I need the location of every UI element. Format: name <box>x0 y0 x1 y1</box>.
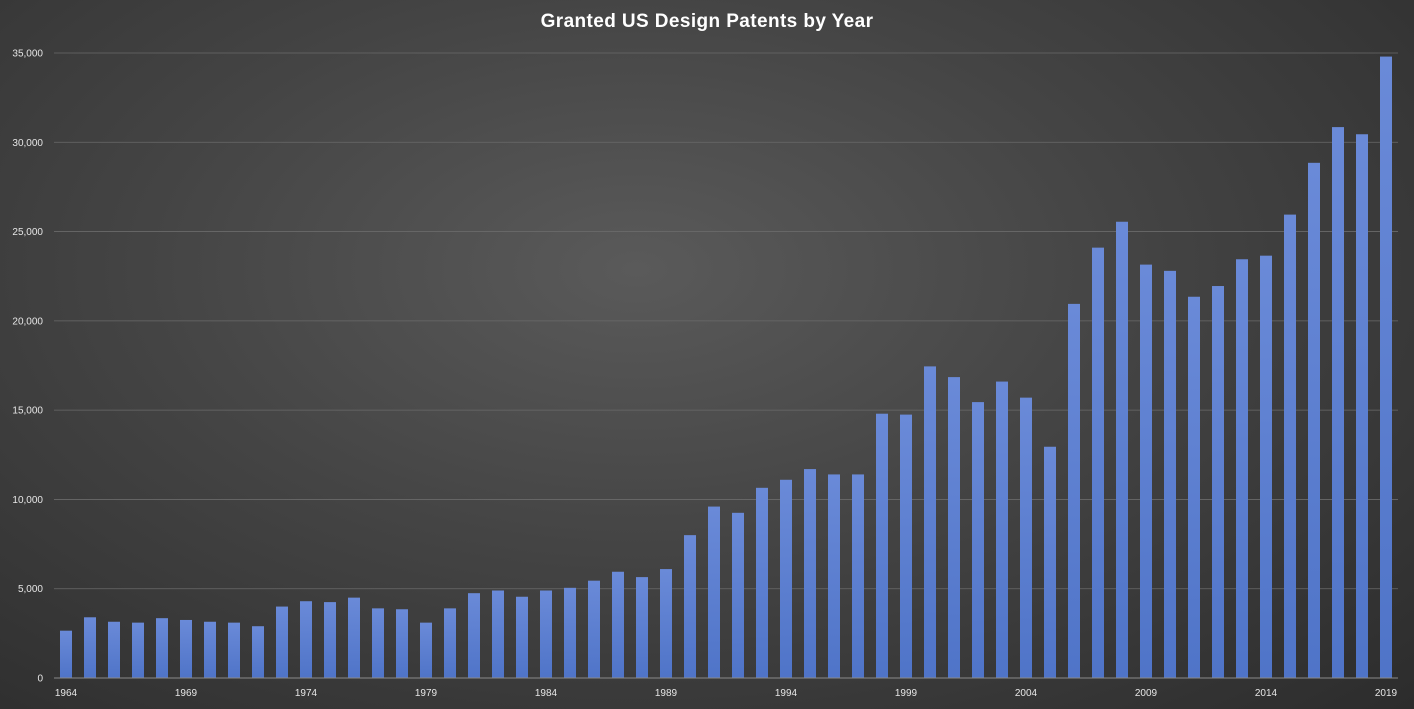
bar-1970 <box>204 621 216 678</box>
x-tick-label: 1974 <box>295 688 318 699</box>
bar-1979 <box>420 622 432 678</box>
x-tick-label: 2014 <box>1255 688 1278 699</box>
bar-1973 <box>276 606 288 678</box>
bar-2003 <box>996 381 1008 678</box>
bar-2014 <box>1260 255 1272 678</box>
bar-1987 <box>612 571 624 678</box>
bar-1982 <box>492 590 504 678</box>
bar-2004 <box>1020 397 1032 678</box>
bar-1991 <box>708 506 720 678</box>
bar-1986 <box>588 580 600 678</box>
y-tick-label: 15,000 <box>12 406 43 417</box>
chart-title: Granted US Design Patents by Year <box>540 11 874 32</box>
x-tick-label: 2019 <box>1375 688 1398 699</box>
x-tick-label: 1984 <box>535 688 558 699</box>
x-tick-label: 2004 <box>1015 688 1038 699</box>
bar-1978 <box>396 609 408 678</box>
bar-1981 <box>468 593 480 678</box>
bar-2015 <box>1284 214 1296 678</box>
y-tick-label: 30,000 <box>12 138 43 149</box>
bar-1989 <box>660 569 672 678</box>
bar-1993 <box>756 487 768 678</box>
bar-2018 <box>1356 134 1368 678</box>
x-tick-label: 1994 <box>775 688 798 699</box>
bar-1980 <box>444 608 456 678</box>
y-tick-label: 5,000 <box>18 584 43 595</box>
y-tick-label: 0 <box>37 674 43 685</box>
bar-2002 <box>972 402 984 678</box>
y-tick-label: 25,000 <box>12 227 43 238</box>
bar-1971 <box>228 622 240 678</box>
bar-2011 <box>1188 296 1200 678</box>
bar-1975 <box>324 602 336 678</box>
bar-1972 <box>252 626 264 678</box>
x-tick-label: 1969 <box>175 688 198 699</box>
y-tick-label: 10,000 <box>12 495 43 506</box>
bar-1966 <box>108 621 120 678</box>
bar-2013 <box>1236 259 1248 678</box>
bar-1968 <box>156 618 168 678</box>
bar-1984 <box>540 590 552 678</box>
bar-1997 <box>852 474 864 678</box>
bar-1967 <box>132 622 144 678</box>
bar-1974 <box>300 601 312 678</box>
bar-2010 <box>1164 270 1176 678</box>
bar-1998 <box>876 413 888 678</box>
bar-2006 <box>1068 303 1080 678</box>
x-tick-label: 1989 <box>655 688 678 699</box>
bar-2001 <box>948 377 960 678</box>
x-tick-label: 1979 <box>415 688 438 699</box>
bar-1976 <box>348 597 360 678</box>
bar-1995 <box>804 469 816 678</box>
bar-1999 <box>900 414 912 678</box>
bar-2016 <box>1308 162 1320 679</box>
bar-1983 <box>516 596 528 678</box>
bar-1992 <box>732 512 744 678</box>
bar-2008 <box>1116 221 1128 678</box>
y-tick-label: 20,000 <box>12 316 43 327</box>
bar-2009 <box>1140 264 1152 678</box>
bar-1965 <box>84 617 96 678</box>
bar-2000 <box>924 366 936 678</box>
bar-1988 <box>636 577 648 678</box>
bar-2017 <box>1332 127 1344 679</box>
bar-2005 <box>1044 446 1056 678</box>
bar-1969 <box>180 619 192 678</box>
bar-1996 <box>828 474 840 678</box>
bar-2019 <box>1380 56 1392 679</box>
bar-2007 <box>1092 247 1104 678</box>
x-tick-label: 1964 <box>55 688 78 699</box>
y-tick-label: 35,000 <box>12 49 43 60</box>
bar-1985 <box>564 587 576 678</box>
bar-2012 <box>1212 286 1224 678</box>
x-tick-label: 2009 <box>1135 688 1158 699</box>
bar-1977 <box>372 608 384 678</box>
x-tick-label: 1999 <box>895 688 918 699</box>
bar-1994 <box>780 479 792 678</box>
bar-1990 <box>684 535 696 678</box>
bar-1964 <box>60 630 72 678</box>
